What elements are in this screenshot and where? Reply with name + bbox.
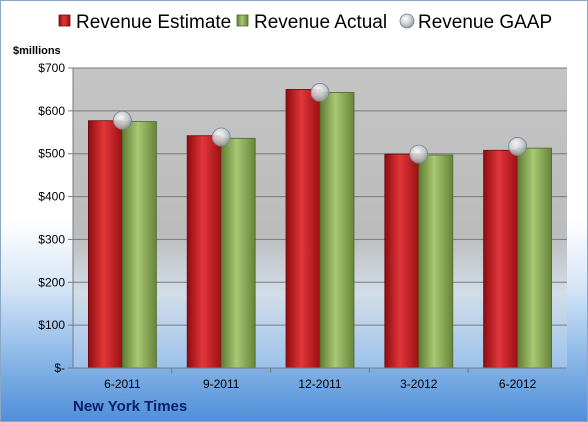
y-tick-label: $-	[54, 361, 65, 375]
y-tick-label: $600	[38, 104, 65, 118]
bar-revenue-actual	[220, 137, 256, 369]
bar-revenue-actual	[319, 92, 355, 369]
y-tick-label: $300	[38, 232, 65, 246]
y-tick-label: $500	[38, 147, 65, 161]
legend-swatch	[236, 14, 249, 27]
bar-revenue-actual	[517, 147, 552, 369]
legend-label: Revenue GAAP	[418, 12, 552, 33]
y-axis-unit-label: $millions	[13, 45, 61, 57]
x-tick-label: 9-2011	[203, 377, 240, 391]
legend-label: Revenue Actual	[254, 12, 387, 33]
bar-revenue-estimate	[186, 135, 222, 369]
x-tick-label: 6-2011	[104, 377, 141, 391]
x-tick-label: 12-2011	[298, 377, 341, 391]
axes: $- $100 $200 $300 $400 $500 $600 $700 6-2011 9-20…	[38, 61, 567, 391]
bars	[88, 89, 552, 369]
x-tick-label: 3-2012	[400, 377, 438, 391]
legend: Revenue Estimate Revenue Actual Revenue GA…	[58, 12, 552, 33]
company-name: New York Times	[73, 398, 188, 415]
legend-swatch	[399, 13, 415, 29]
bar-revenue-estimate	[384, 153, 420, 369]
gaap-markers	[113, 83, 527, 164]
x-tick-label: 6-2012	[499, 377, 537, 391]
marker-revenue-gaap	[211, 127, 231, 147]
marker-revenue-gaap	[409, 144, 429, 164]
y-tick-label: $200	[38, 275, 65, 289]
bar-revenue-actual	[122, 121, 157, 369]
legend-swatch	[58, 14, 71, 27]
marker-revenue-gaap	[113, 110, 132, 130]
bar-revenue-estimate	[483, 149, 519, 369]
y-tick-label: $700	[38, 61, 65, 75]
y-tick-label: $400	[38, 190, 65, 204]
marker-revenue-gaap	[310, 83, 330, 102]
legend-label: Revenue Estimate	[76, 12, 231, 33]
y-tick-label: $100	[38, 318, 65, 332]
bar-revenue-estimate	[88, 120, 123, 369]
bar-revenue-actual	[418, 154, 454, 369]
marker-revenue-gaap	[508, 137, 527, 156]
bar-revenue-estimate	[285, 89, 321, 369]
